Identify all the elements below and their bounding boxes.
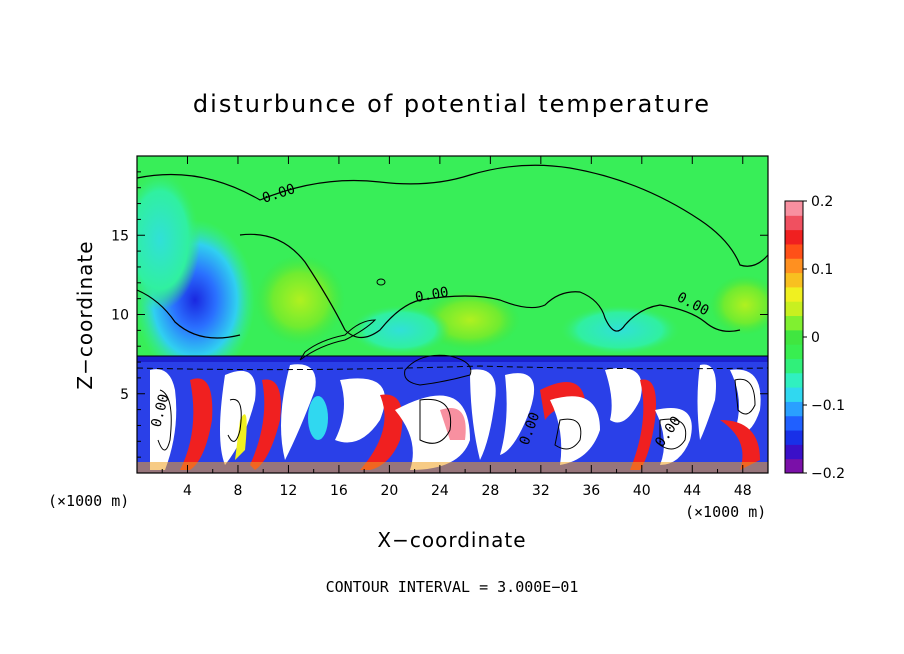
colorbar-swatch <box>785 315 803 331</box>
colorbar-swatch <box>785 286 803 302</box>
eddy-white <box>550 396 600 465</box>
colorbar: 0.2 0.1 0 −0.1 −0.2 <box>784 194 845 482</box>
x-axis: 4 8 12 16 20 24 28 32 36 40 44 48 <box>161 156 752 499</box>
warm-anomaly-upper-3 <box>710 275 768 335</box>
heatmap-field: 0.00 0.00 0.00 0.00 0.00 0.00 <box>137 156 768 473</box>
cyan-anomaly-mid <box>350 305 450 355</box>
eddy-contour <box>419 398 452 444</box>
contour-lines <box>137 164 768 451</box>
x-unit-note-left: (×1000 m) <box>48 492 129 510</box>
colorbar-swatch <box>785 372 803 388</box>
eddy-white <box>470 369 496 460</box>
colorbar-swatch <box>785 387 803 402</box>
eddy-white <box>150 369 177 470</box>
eddy-white <box>220 370 256 465</box>
eddy-cyan <box>308 396 328 440</box>
x-tick-label: 16 <box>330 483 348 499</box>
colorbar-swatch <box>785 415 803 431</box>
lower-layer-eddies <box>137 364 768 473</box>
y-tick-label: 15 <box>111 228 129 244</box>
cyan-anomaly-left <box>137 170 200 310</box>
eddy-white <box>281 364 316 460</box>
eddy-white <box>500 373 535 455</box>
eddy-white <box>335 378 385 443</box>
colorbar-swatch <box>785 401 803 417</box>
x-tick-label: 28 <box>481 483 499 499</box>
inversion-band-blue <box>137 356 768 362</box>
x-tick-label: 36 <box>582 483 600 499</box>
chart-title: disturbunce of potential temperature <box>193 90 711 118</box>
colorbar-swatch <box>785 215 803 231</box>
colorbar-swatch <box>785 344 803 359</box>
eddy-white <box>605 368 642 423</box>
colorbar-swatch <box>785 301 803 317</box>
colorbar-swatch <box>785 458 803 474</box>
x-axis-label: X−coordinate <box>377 528 526 552</box>
colorbar-swatch <box>785 243 803 259</box>
y-axis-label: Z−coordinate <box>73 240 97 389</box>
y-tick-label: 5 <box>120 387 129 403</box>
colorbar-swatch <box>785 258 803 274</box>
eddy-contour <box>157 389 172 451</box>
eddy-white <box>655 408 692 465</box>
warm-anomaly-upper-1 <box>255 255 345 345</box>
colorbar-swatch <box>785 329 803 345</box>
x-tick-label: 12 <box>280 483 298 499</box>
y-tick-label: 10 <box>111 308 129 324</box>
x-unit-note-right: (×1000 m) <box>685 503 766 521</box>
eddy-red <box>180 378 213 470</box>
colorbar-swatch <box>785 229 803 245</box>
plume-contour <box>299 319 377 361</box>
contour-label: 0.00 <box>414 284 450 306</box>
colorbar-swatch <box>785 444 803 460</box>
x-tick-label: 24 <box>431 483 449 499</box>
colorbar-tick-label: −0.2 <box>811 466 845 482</box>
colorbar-tick-label: 0 <box>811 330 820 346</box>
small-contour <box>376 278 386 286</box>
eddy-contour <box>734 378 756 415</box>
colorbar-swatch <box>785 430 803 445</box>
zero-contour-left <box>137 289 241 339</box>
bottom-mixed-band <box>137 462 768 473</box>
eddy-red <box>630 379 656 470</box>
x-tick-label: 48 <box>734 483 752 499</box>
eddy-red <box>250 379 281 470</box>
eddy-contour <box>227 398 242 442</box>
eddy-yellow <box>235 414 247 460</box>
x-tick-label: 32 <box>532 483 550 499</box>
colorbar-tick-label: 0.1 <box>811 262 833 278</box>
eddy-pink <box>440 408 466 440</box>
colorbar-swatch <box>785 201 803 216</box>
y-axis: 5 10 15 <box>111 171 768 458</box>
x-tick-label: 8 <box>233 483 242 499</box>
eddy-red <box>720 420 760 470</box>
colorbar-swatch <box>785 358 803 374</box>
x-tick-label: 20 <box>380 483 398 499</box>
colorbar-swatch <box>785 272 803 288</box>
x-tick-label: 4 <box>183 483 192 499</box>
contour-interval: CONTOUR INTERVAL = 3.000E−01 <box>326 578 579 596</box>
eddy-contour <box>554 418 582 450</box>
colorbar-tick-label: −0.1 <box>811 398 845 414</box>
zero-contour-upper <box>137 164 768 267</box>
eddy-white <box>697 364 716 440</box>
colorbar-tick-label: 0.2 <box>811 194 833 210</box>
x-tick-label: 40 <box>633 483 651 499</box>
inversion-contour-dashed <box>137 365 768 371</box>
eddy-contour <box>659 418 687 450</box>
x-tick-label: 44 <box>683 483 701 499</box>
eddy-red <box>360 394 403 470</box>
eddy-white <box>730 369 761 433</box>
eddy-contour <box>404 354 472 386</box>
zero-contour-mid <box>239 233 741 339</box>
